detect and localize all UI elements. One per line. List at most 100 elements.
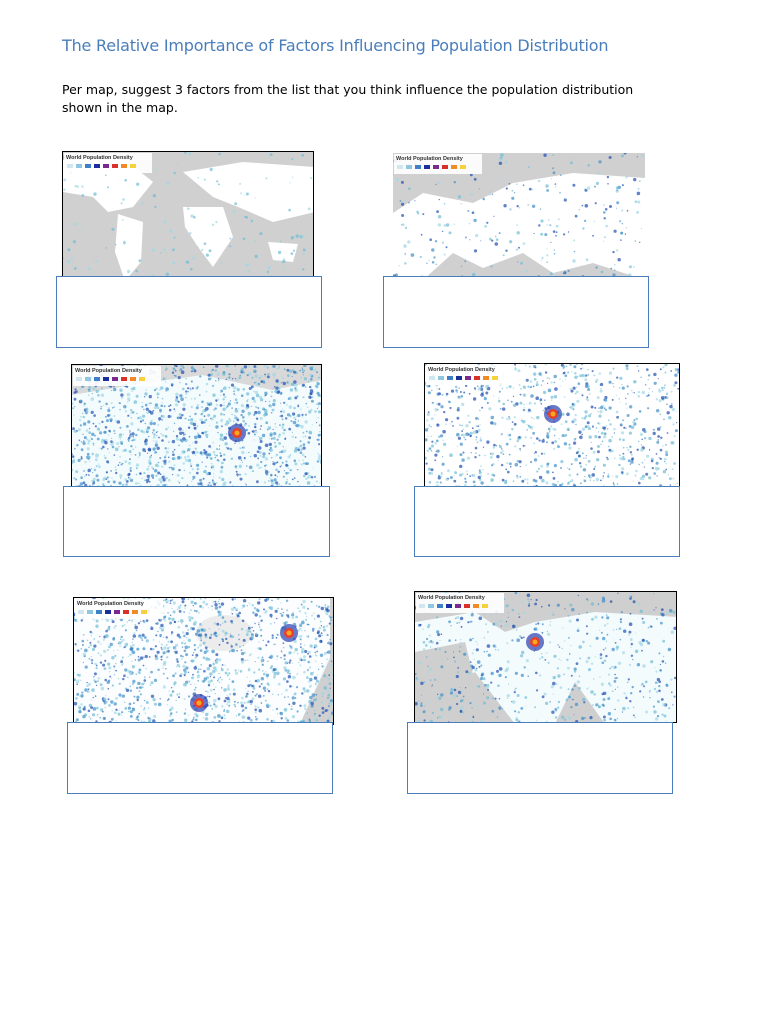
- population-dot: [144, 392, 148, 396]
- population-dot: [291, 613, 295, 617]
- population-dot: [448, 620, 451, 624]
- population-dot: [104, 659, 107, 662]
- population-dot: [192, 422, 197, 427]
- population-dot: [104, 678, 107, 682]
- population-dot: [247, 269, 251, 273]
- population-dot: [180, 673, 183, 676]
- population-dot: [302, 374, 304, 376]
- population-dot: [143, 682, 145, 684]
- population-dot: [309, 396, 312, 399]
- population-dot: [228, 678, 231, 680]
- population-dot: [133, 702, 135, 704]
- answer-box[interactable]: [63, 486, 330, 557]
- population-dot: [582, 697, 586, 702]
- population-dot: [134, 659, 137, 661]
- population-dot: [288, 661, 291, 664]
- population-dot: [145, 668, 147, 670]
- population-dot: [607, 712, 612, 716]
- population-dot: [437, 402, 441, 406]
- population-dot: [136, 686, 139, 690]
- population-dot: [501, 448, 503, 450]
- answer-box[interactable]: [407, 722, 673, 794]
- population-dot: [636, 365, 639, 367]
- population-dot: [265, 472, 269, 476]
- population-dot: [553, 252, 556, 255]
- population-dot: [606, 456, 608, 459]
- population-dot: [536, 381, 539, 384]
- population-dot: [579, 465, 583, 468]
- population-dot: [91, 647, 96, 651]
- population-dot: [508, 683, 510, 685]
- population-dot: [120, 696, 122, 698]
- population-dot: [616, 201, 620, 205]
- population-dot: [168, 719, 172, 723]
- population-dot: [230, 457, 234, 460]
- population-dot: [199, 394, 201, 396]
- population-dot: [76, 185, 79, 188]
- answer-box[interactable]: [56, 276, 322, 348]
- population-dot: [447, 477, 449, 480]
- population-dot: [184, 670, 188, 674]
- population-dot: [239, 645, 241, 648]
- population-dot: [272, 372, 276, 377]
- population-dot: [501, 478, 505, 482]
- answer-box[interactable]: [67, 722, 333, 794]
- population-dot: [287, 675, 292, 679]
- population-dot: [113, 386, 115, 388]
- answer-box[interactable]: [414, 486, 680, 557]
- population-dot: [216, 404, 218, 406]
- population-dot: [245, 216, 249, 219]
- population-dot: [105, 247, 107, 249]
- population-dot: [128, 450, 132, 453]
- population-dot: [160, 404, 163, 408]
- population-dot: [132, 448, 134, 450]
- population-dot: [617, 592, 619, 595]
- population-dot: [584, 384, 589, 388]
- population-dot: [173, 448, 176, 451]
- population-dot: [617, 661, 622, 665]
- population-dot: [215, 380, 217, 382]
- population-dot: [620, 471, 624, 474]
- population-dot: [304, 472, 308, 476]
- population-dot: [266, 428, 269, 431]
- population-dot: [209, 672, 213, 676]
- population-dot: [126, 676, 129, 679]
- population-dot: [437, 633, 441, 637]
- population-dot: [579, 435, 583, 440]
- population-dot: [612, 383, 614, 385]
- population-dot: [622, 651, 625, 655]
- population-dot: [215, 653, 219, 657]
- population-dot: [604, 395, 608, 400]
- answer-box[interactable]: [383, 276, 649, 348]
- map-graphic: World Population Density: [72, 365, 321, 489]
- population-dot: [163, 684, 165, 686]
- population-dot: [568, 443, 571, 446]
- population-dot: [505, 187, 508, 190]
- population-dot: [627, 448, 630, 451]
- population-dot: [242, 604, 246, 608]
- population-dot: [74, 447, 76, 450]
- population-dot: [88, 703, 93, 708]
- population-dot: [656, 677, 661, 682]
- population-dot: [189, 627, 193, 631]
- population-dot: [223, 688, 227, 692]
- population-dot: [589, 476, 592, 479]
- population-dot: [644, 459, 646, 461]
- population-dot: [573, 438, 576, 441]
- population-dot: [302, 252, 305, 255]
- population-dot: [95, 259, 98, 263]
- population-dot: [426, 262, 428, 264]
- population-dot: [100, 431, 103, 433]
- population-dot: [264, 464, 267, 467]
- population-dot: [522, 242, 526, 245]
- population-dot: [292, 675, 296, 680]
- population-dot: [665, 450, 668, 454]
- population-dot: [220, 624, 222, 626]
- population-dot: [114, 243, 117, 246]
- population-dot: [562, 380, 564, 382]
- population-dot: [635, 469, 638, 473]
- population-dot: [181, 450, 184, 453]
- population-dot: [101, 420, 104, 424]
- population-dot: [157, 668, 160, 671]
- population-dot: [219, 404, 223, 407]
